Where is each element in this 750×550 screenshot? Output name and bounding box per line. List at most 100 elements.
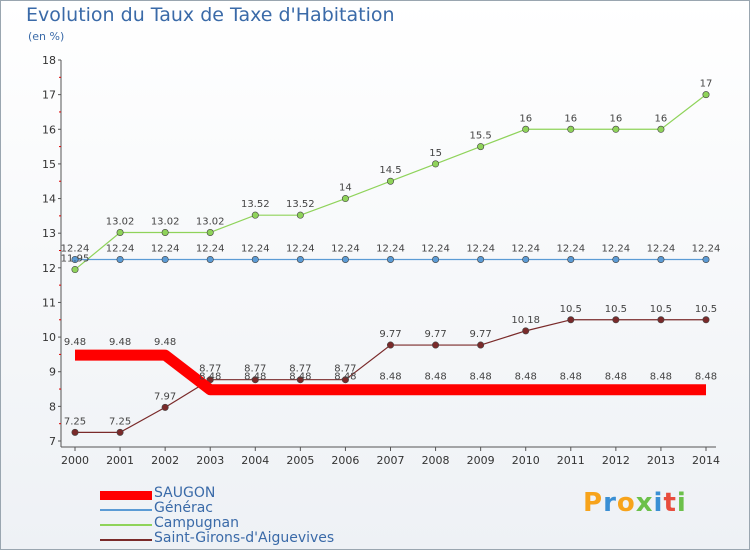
data-label-campugnan: 14.5 <box>379 165 401 176</box>
legend-label-saint-girons: Saint-Girons-d'Aiguevives <box>154 530 335 546</box>
chart-subtitle: (en %) <box>28 30 65 43</box>
data-label-saint-girons-d-aiguevives: 10.5 <box>560 304 582 315</box>
data-label-saint-girons-d-aiguevives: 8.77 <box>334 364 356 375</box>
data-label-generac: 12.24 <box>421 244 450 255</box>
data-point-campugnan <box>702 91 710 99</box>
data-label-campugnan: 13.52 <box>241 199 270 210</box>
data-label-generac: 12.24 <box>692 244 721 255</box>
data-point-generac <box>71 256 79 264</box>
data-label-saint-girons-d-aiguevives: 8.77 <box>244 364 266 375</box>
data-label-generac: 12.24 <box>241 244 270 255</box>
proxiti-logo: Proxiti <box>583 488 687 518</box>
data-label-saugon: 8.48 <box>650 372 672 383</box>
data-point-generac <box>612 256 620 264</box>
data-label-generac: 12.24 <box>106 244 135 255</box>
data-label-saugon: 8.48 <box>695 372 717 383</box>
data-point-saint-girons-d-aiguevives <box>116 428 124 436</box>
data-label-saugon: 8.48 <box>379 372 401 383</box>
data-point-saint-girons-d-aiguevives <box>161 403 169 411</box>
data-label-saint-girons-d-aiguevives: 7.25 <box>109 416 131 427</box>
legend-label-saugon: SAUGON <box>154 485 216 501</box>
data-label-generac: 12.24 <box>286 244 315 255</box>
data-label-saugon: 9.48 <box>109 337 131 348</box>
data-label-campugnan: 13.02 <box>106 216 135 227</box>
data-label-saugon: 9.48 <box>64 337 86 348</box>
data-label-saint-girons-d-aiguevives: 10.5 <box>605 304 627 315</box>
data-label-campugnan: 16 <box>519 113 532 124</box>
x-tick-label: 2000 <box>61 454 89 467</box>
legend-swatch-campugnan <box>100 524 152 526</box>
data-point-campugnan <box>657 125 665 133</box>
data-label-saint-girons-d-aiguevives: 9.77 <box>424 329 446 340</box>
data-label-saugon: 8.48 <box>470 372 492 383</box>
y-tick-label: 12 <box>42 262 56 275</box>
data-point-generac <box>477 256 485 264</box>
legend-label-generac: Générac <box>154 500 213 516</box>
data-label-saint-girons-d-aiguevives: 10.5 <box>695 304 717 315</box>
data-point-generac <box>116 256 124 264</box>
data-label-saint-girons-d-aiguevives: 9.77 <box>379 329 401 340</box>
x-tick-label: 2010 <box>512 454 540 467</box>
data-label-saint-girons-d-aiguevives: 7.25 <box>64 416 86 427</box>
data-point-campugnan <box>116 228 124 236</box>
chart-title: Evolution du Taux de Taxe d'Habitation <box>26 4 395 26</box>
y-tick-label: 10 <box>42 331 56 344</box>
data-label-saint-girons-d-aiguevives: 9.77 <box>470 329 492 340</box>
data-label-campugnan: 17 <box>700 79 713 90</box>
data-point-campugnan <box>251 211 259 219</box>
data-label-generac: 12.24 <box>196 244 225 255</box>
data-point-saint-girons-d-aiguevives <box>522 327 530 335</box>
data-label-generac: 12.24 <box>602 244 631 255</box>
x-tick-label: 2007 <box>377 454 405 467</box>
data-label-generac: 12.24 <box>511 244 540 255</box>
x-tick-label: 2005 <box>286 454 314 467</box>
x-tick-label: 2002 <box>151 454 179 467</box>
data-point-campugnan <box>386 177 394 185</box>
data-label-campugnan: 16 <box>609 113 622 124</box>
y-tick-label: 9 <box>49 366 56 379</box>
legend-swatch-saugon <box>100 491 152 500</box>
data-point-campugnan <box>432 160 440 168</box>
data-point-campugnan <box>161 228 169 236</box>
data-label-saint-girons-d-aiguevives: 10.18 <box>511 315 540 326</box>
data-label-saugon: 8.48 <box>605 372 627 383</box>
data-point-campugnan <box>206 228 214 236</box>
y-tick-label: 11 <box>42 296 56 309</box>
data-label-campugnan: 15.5 <box>470 131 492 142</box>
data-point-campugnan <box>71 266 79 274</box>
data-label-saugon: 8.48 <box>244 372 266 383</box>
data-point-campugnan <box>341 195 349 203</box>
data-label-campugnan: 16 <box>655 113 668 124</box>
y-tick-label: 15 <box>42 158 56 171</box>
data-label-saugon: 8.48 <box>424 372 446 383</box>
data-point-saint-girons-d-aiguevives <box>251 376 259 384</box>
y-tick-label: 17 <box>42 89 56 102</box>
data-label-campugnan: 13.02 <box>196 216 225 227</box>
data-point-saint-girons-d-aiguevives <box>296 376 304 384</box>
data-label-saugon: 8.48 <box>199 372 221 383</box>
data-point-generac <box>341 256 349 264</box>
data-label-campugnan: 13.52 <box>286 199 315 210</box>
data-point-generac <box>296 256 304 264</box>
data-label-saint-girons-d-aiguevives: 8.77 <box>199 364 221 375</box>
legend-label-campugnan: Campugnan <box>154 515 239 531</box>
data-label-generac: 12.24 <box>61 244 90 255</box>
data-point-saint-girons-d-aiguevives <box>432 341 440 349</box>
data-label-saugon: 8.48 <box>289 372 311 383</box>
y-tick-label: 14 <box>42 193 56 206</box>
x-tick-label: 2004 <box>241 454 269 467</box>
x-tick-label: 2008 <box>422 454 450 467</box>
data-label-generac: 12.24 <box>151 244 180 255</box>
data-label-saugon: 8.48 <box>515 372 537 383</box>
data-point-generac <box>657 256 665 264</box>
data-label-generac: 12.24 <box>556 244 585 255</box>
y-tick-label: 8 <box>49 400 56 413</box>
data-point-generac <box>522 256 530 264</box>
data-point-saint-girons-d-aiguevives <box>71 428 79 436</box>
data-point-saint-girons-d-aiguevives <box>477 341 485 349</box>
data-label-generac: 12.24 <box>376 244 405 255</box>
data-point-campugnan <box>567 125 575 133</box>
data-label-campugnan: 13.02 <box>151 216 180 227</box>
data-point-generac <box>567 256 575 264</box>
